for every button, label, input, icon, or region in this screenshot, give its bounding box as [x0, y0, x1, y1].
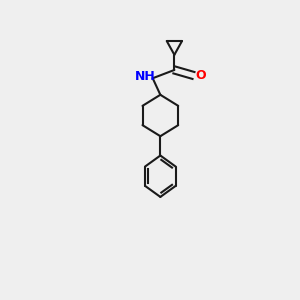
Text: O: O — [196, 69, 206, 82]
Text: NH: NH — [135, 70, 156, 83]
